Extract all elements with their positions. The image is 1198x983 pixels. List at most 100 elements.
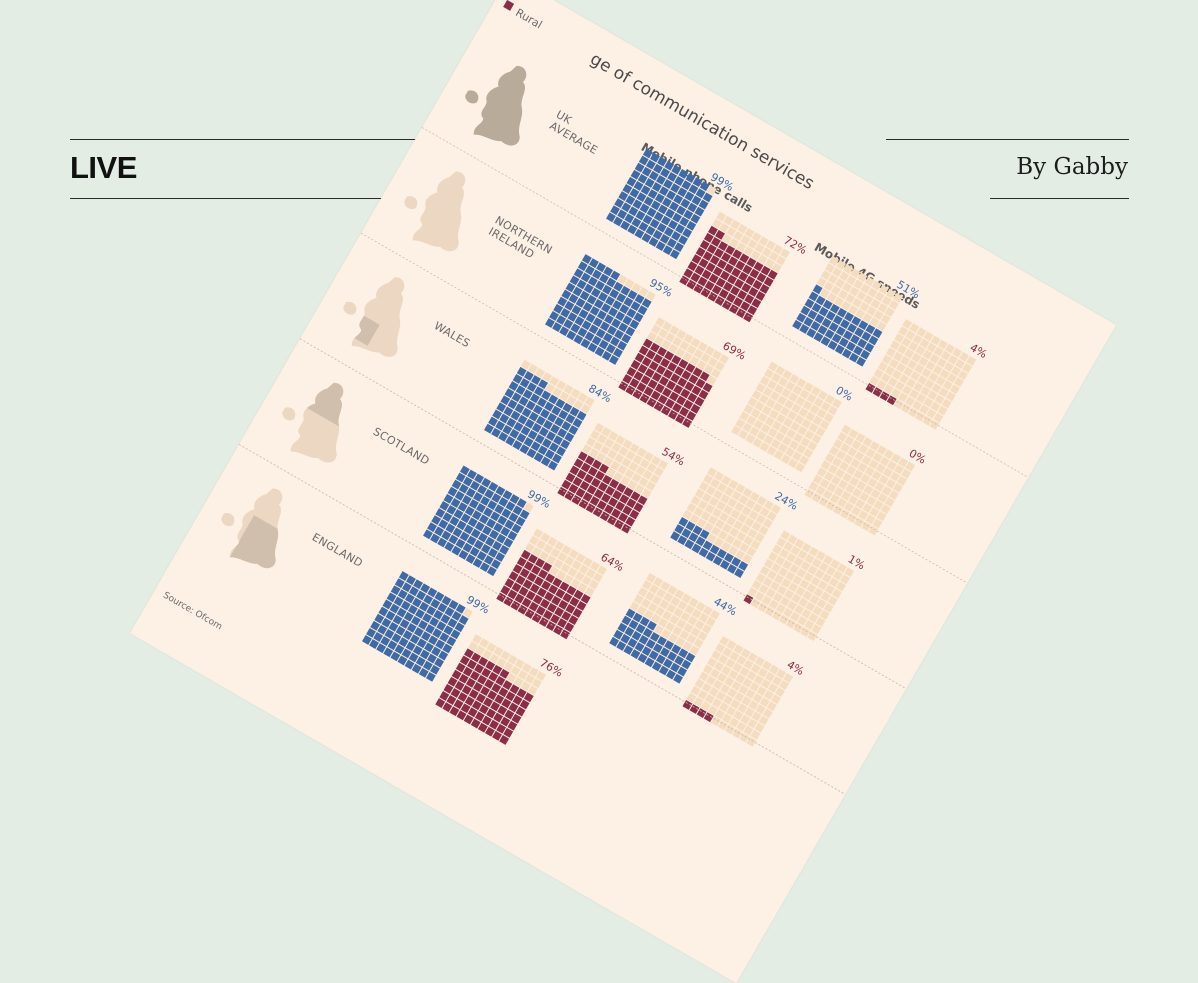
waffle-calls-rural-cell [712,266,723,277]
waffle-calls-rural-cell [551,595,562,606]
waffle-calls-rural-cell [508,571,519,582]
waffle-g4-urban-cell [670,531,681,542]
waffle-calls-urban-cell [480,496,490,506]
waffle-g4-urban-cell [782,369,793,380]
waffle-g4-rural-cell [853,469,864,480]
waffle-g4-rural-cell [945,343,955,354]
waffle-calls-rural-cell [589,448,599,459]
waffle-calls-rural-cell [580,593,591,604]
waffle-g4-rural-cell [815,550,826,561]
waffle-calls-urban-cell [500,526,511,537]
waffle-calls-urban-cell [625,326,636,337]
waffle-g4-urban-cell [659,599,670,610]
waffle-calls-urban-cell [505,436,516,446]
waffle-calls-urban-cell [632,199,643,210]
waffle-calls-urban-cell [531,375,541,385]
waffle-calls-urban-cell [458,615,469,625]
waffle-g4-urban-cell [777,443,788,453]
waffle-g4-rural-cell [901,337,912,348]
ni-outline [221,513,235,527]
waffle-g4-rural-cell [805,601,816,612]
waffle-g4-rural-cell [872,387,883,397]
waffle-calls-rural-cell [496,592,507,603]
waffle-g4-rural-cell [922,415,933,426]
waffle-calls-rural-cell [732,249,743,260]
waffle-g4-rural-cell [801,608,812,619]
waffle-g4-urban-cell [719,512,729,522]
waffle-calls-urban-cell [529,393,540,404]
waffle-calls-urban-cell [581,320,592,331]
waffle-calls-urban-cell [663,226,674,237]
waffle-calls-urban-cell [532,404,543,415]
waffle-g4-urban-cell [706,533,717,544]
waffle-calls-rural-cell [614,453,625,464]
waffle-g4-urban-cell [773,450,784,461]
waffle-g4-urban-cell [762,518,773,529]
waffle-calls-rural-cell [532,546,542,557]
waffle-calls-rural-cell [679,340,690,351]
waffle-calls-rural-cell [739,253,750,264]
waffle-calls-rural-cell [540,598,550,609]
waffle-g4-urban-cell [621,615,632,626]
waffle-calls-rural-cell [572,608,583,618]
waffle-g4-urban-cell [782,435,792,446]
waffle-g4-urban-cell [820,401,831,412]
waffle-g4-rural-cell [893,482,903,493]
waffle-calls-rural-cell [760,265,771,276]
waffle-calls-urban-cell [448,534,459,545]
waffle-g4-urban-cell [785,381,796,391]
waffle-calls-rural-cell [577,451,588,462]
waffle-g4-urban-cell [762,387,773,397]
waffle-calls-urban-cell [610,270,621,281]
waffle-g4-rural-cell [878,474,889,485]
waffle-calls-urban-cell [520,425,531,436]
waffle-calls-urban-cell [678,169,689,179]
waffle-calls-rural-cell [737,223,748,234]
waffle-calls-rural-cell [610,460,621,471]
waffle-g4-urban-cell [815,295,826,306]
waffle-g4-urban-cell [795,396,806,407]
waffle-calls-urban-cell [410,615,421,626]
waffle-g4-rural-cell [876,445,887,456]
waffle-calls-rural-cell [725,245,736,256]
waffle-calls-urban-cell [513,421,524,432]
waffle-calls-urban-cell [442,512,453,523]
waffle-calls-rural-cell [599,511,610,522]
infographic-sheet: ge of communication services Rural Mobile … [130,0,1117,983]
waffle-g4-rural-cell [916,393,927,404]
waffle-calls-rural-cell [605,486,615,496]
waffle-calls-urban-cell [390,585,401,596]
legend-rural-label: Rural [513,6,544,31]
waffle-g4-rural-cell [919,404,930,415]
waffle-calls-urban-cell [481,477,492,488]
waffle-calls-rural-cell [516,556,527,567]
waffle-calls-rural-cell [556,570,567,581]
waffle-calls-urban-cell [580,403,591,414]
waffle-calls-urban-cell [645,159,656,170]
waffle-calls-rural-cell [521,597,532,608]
waffle-calls-urban-cell [458,483,469,494]
waffle-calls-urban-cell [622,315,633,326]
waffle-calls-urban-cell [441,595,452,606]
waffle-calls-urban-cell [488,416,498,427]
waffle-g4-urban-cell [829,303,840,314]
waffle-g4-urban-cell [864,342,875,353]
waffle-calls-rural-cell [638,345,649,356]
waffle-calls-urban-cell [550,424,560,434]
waffle-calls-rural-cell [704,345,715,356]
waffle-g4-urban-cell [871,280,882,291]
waffle-calls-urban-cell [378,606,389,617]
waffle-g4-urban-cell [832,267,842,278]
region-label: WALES [432,319,473,350]
waffle-g4-urban-cell [780,454,791,465]
waffle-calls-rural-cell [565,472,576,483]
waffle-g4-rural-cell [871,470,882,481]
waffle-calls-urban-cell [698,199,709,210]
waffle-calls-urban-cell [674,176,685,186]
waffle-calls-urban-cell [554,416,565,427]
waffle-calls-urban-cell [486,518,496,529]
waffle-g4-urban-cell [774,431,785,442]
waffle-calls-urban-cell [681,180,692,191]
waffle-g4-urban-cell [812,284,823,295]
waffle-g4-urban-cell [819,419,830,430]
